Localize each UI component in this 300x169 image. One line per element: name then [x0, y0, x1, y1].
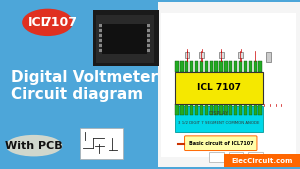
Bar	[234, 104, 237, 115]
Bar	[99, 39, 102, 42]
Bar	[175, 104, 179, 115]
Bar	[214, 61, 218, 72]
Bar	[180, 104, 184, 115]
Bar	[200, 104, 203, 115]
Bar	[175, 105, 263, 132]
Bar	[219, 104, 223, 115]
Bar	[93, 10, 159, 66]
Bar	[258, 104, 262, 115]
Bar	[184, 52, 189, 58]
Bar	[99, 34, 102, 37]
Bar	[219, 61, 223, 72]
Bar	[229, 152, 243, 162]
Bar	[214, 104, 218, 115]
Bar	[147, 24, 150, 27]
Bar	[229, 104, 233, 115]
Bar	[158, 2, 300, 167]
Bar	[205, 104, 208, 115]
Bar	[147, 29, 150, 32]
Bar	[239, 61, 242, 72]
Bar	[266, 52, 271, 62]
Text: Basic circuit of ICL7107: Basic circuit of ICL7107	[188, 141, 253, 146]
Bar	[190, 104, 194, 115]
Bar	[254, 104, 257, 115]
Bar	[199, 52, 204, 58]
Bar	[244, 61, 247, 72]
Bar	[190, 61, 194, 72]
Text: ElecCircuit.com: ElecCircuit.com	[231, 158, 292, 164]
Bar	[102, 24, 147, 54]
Text: ICL 7107: ICL 7107	[197, 83, 241, 92]
Bar	[175, 72, 263, 104]
Bar	[219, 52, 224, 58]
Bar	[224, 154, 300, 167]
Bar	[99, 49, 102, 52]
Bar	[229, 61, 233, 72]
Bar	[147, 34, 150, 37]
Bar	[185, 61, 188, 72]
Bar	[147, 44, 150, 47]
Bar	[244, 104, 247, 115]
Text: With PCB: With PCB	[5, 141, 63, 151]
Text: ICL: ICL	[28, 16, 50, 29]
Text: 7107: 7107	[42, 16, 77, 29]
Bar	[185, 104, 188, 115]
Bar	[238, 52, 243, 58]
Text: Circuit diagram: Circuit diagram	[11, 87, 143, 102]
Bar	[249, 61, 252, 72]
Bar	[249, 104, 252, 115]
Bar	[258, 61, 262, 72]
Bar	[195, 61, 198, 72]
Bar	[80, 128, 123, 159]
Bar	[95, 15, 154, 64]
Ellipse shape	[5, 135, 62, 156]
Bar	[234, 61, 237, 72]
Text: DISPLAY: DISPLAY	[209, 111, 229, 116]
Bar	[254, 61, 257, 72]
Bar	[180, 61, 184, 72]
Bar	[175, 61, 179, 72]
Bar	[99, 29, 102, 32]
Bar	[224, 104, 228, 115]
Bar	[200, 61, 203, 72]
Bar	[161, 13, 296, 157]
Bar	[99, 44, 102, 47]
Bar	[195, 104, 198, 115]
Bar	[209, 152, 224, 162]
Ellipse shape	[22, 9, 73, 36]
Bar	[224, 61, 228, 72]
FancyBboxPatch shape	[184, 136, 257, 151]
Bar	[209, 104, 213, 115]
Bar	[248, 152, 263, 162]
Bar	[209, 61, 213, 72]
Text: Digital Voltmeter: Digital Voltmeter	[11, 70, 158, 85]
Text: 3 1/2 DIGIT 7 SEGMENT COMMON ANODE: 3 1/2 DIGIT 7 SEGMENT COMMON ANODE	[178, 121, 260, 125]
Bar	[147, 49, 150, 52]
Bar	[7, 2, 163, 167]
Bar	[239, 104, 242, 115]
Bar	[147, 39, 150, 42]
Bar	[99, 24, 102, 27]
Bar	[205, 61, 208, 72]
